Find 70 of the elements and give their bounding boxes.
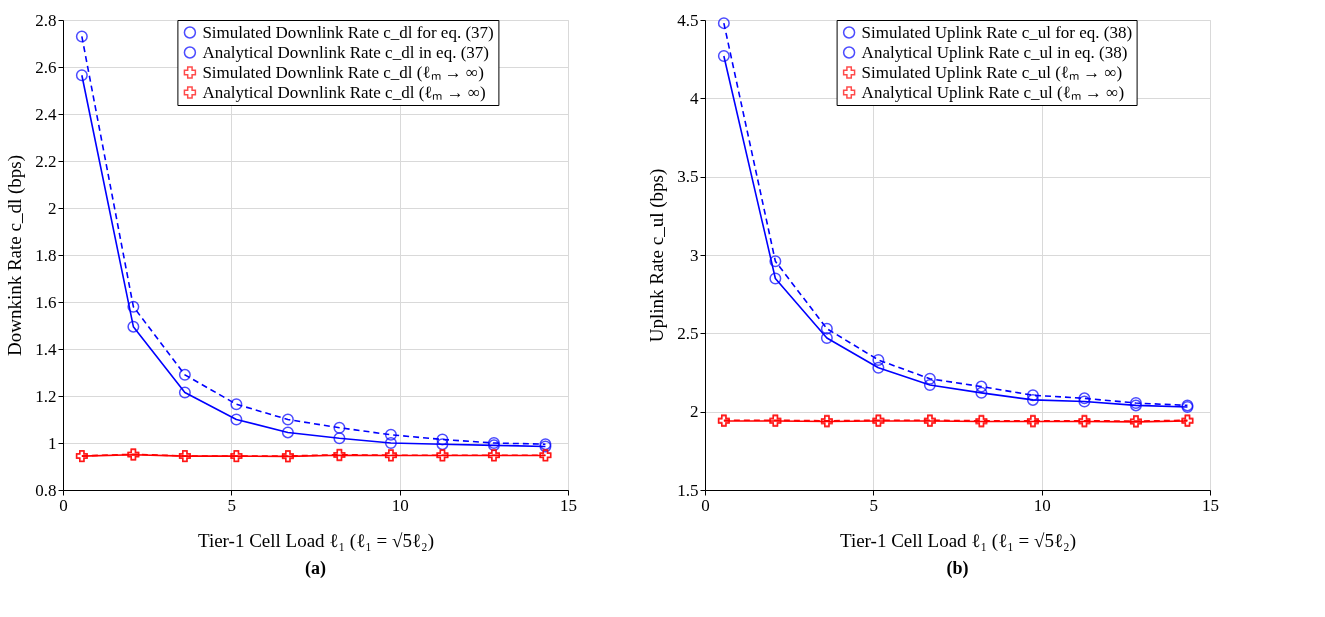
point: [333, 421, 346, 434]
point: [75, 69, 88, 82]
legend-label: Simulated Uplink Rate c_ul for eq. (38): [861, 22, 1133, 42]
x-axis-title: Tier-1 Cell Load ℓ₁ (ℓ₁ = √5ℓ₂): [839, 529, 1077, 552]
text: (b): [946, 558, 969, 579]
point: [436, 433, 449, 446]
y-tick-label: 1.4: [35, 339, 57, 359]
x-tick-label: 10: [1033, 495, 1051, 515]
x-axis-title: Tier-1 Cell Load ℓ₁ (ℓ₁ = √5ℓ₂): [197, 529, 435, 552]
x-tick-label: 10: [391, 495, 409, 515]
point: [1026, 389, 1039, 402]
x-tick-label: 15: [1202, 495, 1219, 515]
x-tick-label: 15: [560, 495, 577, 515]
x-tick-label: 0: [59, 495, 68, 515]
point: [820, 332, 833, 345]
legend-label: Simulated Downlink Rate c_dl (ℓₘ → ∞): [202, 62, 484, 82]
point: [923, 372, 936, 385]
y-tick-label: 1.5: [677, 480, 699, 500]
point: [717, 50, 730, 63]
y-tick-label: 4.5: [677, 10, 699, 30]
point: [333, 432, 346, 445]
point: [384, 437, 397, 449]
y-tick-label: 2.5: [677, 323, 699, 343]
y-tick-label: 1.2: [35, 386, 57, 406]
y-tick-label: 3.5: [677, 167, 699, 187]
y-tick-label: 2.6: [35, 57, 57, 77]
x-tick-label: 5: [227, 495, 237, 515]
legend-label: Analytical Downlink Rate c_dl in eq. (37): [202, 42, 489, 62]
point: [769, 255, 782, 268]
point: [75, 30, 88, 43]
point: [178, 368, 191, 381]
y-tick-label: 2: [48, 198, 57, 218]
point: [436, 438, 449, 451]
point: [872, 361, 885, 374]
y-tick-label: 3: [690, 245, 699, 265]
legend-label: Analytical Uplink Rate c_ul in eq. (38): [861, 42, 1128, 62]
point: [975, 386, 988, 399]
text: (a): [305, 558, 326, 579]
point: [230, 398, 243, 411]
x-tick-label: 5: [869, 495, 879, 515]
y-axis-title: Downkink Rate c_dl (bps): [4, 154, 27, 357]
legend-label: Analytical Downlink Rate c_dl (ℓₘ → ∞): [202, 82, 486, 102]
y-tick-label: 1: [48, 433, 57, 453]
point: [769, 272, 782, 285]
y-tick-label: 4: [690, 88, 699, 108]
point: [820, 322, 833, 335]
point: [281, 426, 294, 439]
point: [923, 379, 936, 392]
point: [717, 17, 730, 30]
point: [178, 386, 191, 399]
point: [281, 413, 294, 426]
y-tick-label: 1.6: [35, 292, 57, 312]
point: [975, 380, 988, 393]
y-axis-title: Uplink Rate c_ul (bps): [646, 168, 669, 343]
legend-label: Simulated Uplink Rate c_ul (ℓₘ → ∞): [861, 62, 1123, 82]
y-tick-label: 2: [690, 402, 699, 422]
legend-label: Simulated Downlink Rate c_dl for eq. (37): [202, 22, 494, 42]
y-tick-label: 2.2: [35, 151, 57, 171]
point: [127, 320, 140, 333]
point: [384, 428, 397, 441]
legend-label: Analytical Uplink Rate c_ul (ℓₘ → ∞): [861, 82, 1125, 102]
y-tick-label: 1.8: [35, 245, 57, 265]
x-tick-label: 0: [701, 495, 710, 515]
point: [1026, 393, 1039, 406]
y-tick-label: 2.8: [35, 10, 57, 30]
y-tick-label: 0.8: [35, 480, 57, 500]
point: [127, 300, 140, 313]
point: [230, 413, 243, 426]
point: [872, 353, 885, 366]
y-tick-label: 2.4: [35, 104, 57, 124]
